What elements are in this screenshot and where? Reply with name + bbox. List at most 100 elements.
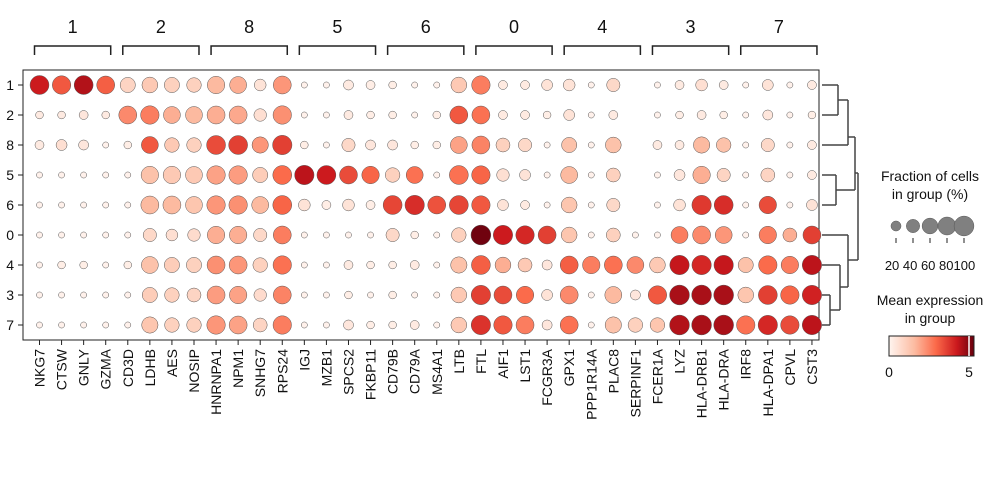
dot-8-CD3D (123, 140, 132, 150)
size-legend-title-1: Fraction of cells (881, 168, 979, 184)
dot-5-GZMA (102, 171, 110, 179)
dot-8-SPCS2 (341, 138, 356, 152)
dot-7-LDHB (141, 316, 159, 334)
dot-0-FTL (470, 224, 492, 246)
dot-6-PLAC8 (606, 198, 621, 212)
dot-0-HNRNPA1 (207, 226, 226, 244)
bracket-4 (563, 45, 642, 55)
dot-6-AIF1 (497, 199, 509, 211)
dot-3-SPCS2 (344, 290, 353, 300)
dot-5-HLA-DRA (716, 168, 731, 182)
dot-3-IGJ (301, 291, 308, 299)
dot-0-CST3 (802, 225, 822, 245)
dot-1-NOSIP (186, 77, 202, 93)
x-axis: NKG7 CTSW GNLY GZMA CD3D LDHB AES NOSIP HNRNPA1 N… (32, 340, 820, 420)
x-tick-label: LST1 (517, 349, 533, 383)
x-tick-label: RPS24 (274, 349, 290, 394)
x-tick-label: SERPINF1 (627, 349, 643, 418)
dot-2-LDHB (140, 105, 160, 125)
dot-3-SERPINF1 (630, 289, 641, 301)
dot-7-AIF1 (493, 315, 513, 335)
dot-0-SNHG7 (253, 228, 268, 242)
dot-6-CST3 (806, 199, 818, 211)
dot-4-GPX1 (559, 255, 579, 275)
dot-8-LTB (450, 136, 468, 154)
bracket-label-7: 7 (774, 17, 784, 37)
dot-5-MZB1 (316, 165, 337, 185)
dot-6-LYZ (673, 198, 686, 212)
dot-8-CTSW (55, 139, 68, 151)
dot-4-LTB (450, 256, 468, 274)
dot-3-CPVL (780, 285, 800, 305)
dot-6-FCER1A (654, 201, 661, 209)
x-tick-label: FCER1A (649, 348, 665, 404)
y-tick-label: 7 (6, 317, 14, 333)
dot-4-RPS24 (272, 255, 292, 275)
x-tick-label: NKG7 (32, 349, 48, 387)
dot-8-PLAC8 (605, 136, 622, 154)
dot-7-SPCS2 (343, 319, 354, 331)
dot-4-FTL (471, 255, 491, 275)
dot-6-CD3D (124, 201, 132, 209)
dot-5-LYZ (673, 169, 686, 181)
dot-8-PPP1R14A (587, 141, 595, 149)
dot-5-FCGR3A (543, 171, 551, 179)
dot-2-FKBP11 (366, 110, 375, 120)
size-legend-title-2: in group (%) (892, 186, 968, 202)
dot-6-FCGR3A (543, 201, 551, 209)
dot-6-PPP1R14A (587, 201, 595, 209)
dot-5-CPVL (786, 171, 794, 179)
dot-7-LST1 (515, 315, 535, 335)
x-tick-label: GNLY (76, 348, 92, 386)
color-legend-title-2: in group (905, 310, 956, 326)
x-tick-label: GPX1 (561, 349, 577, 387)
dot-4-AES (164, 257, 180, 273)
x-tick-label: CD79B (385, 349, 401, 394)
dot-6-IGJ (298, 198, 311, 212)
size-legend-ticks: 20 40 60 80100 (885, 258, 975, 273)
dot-2-HLA-DPA1 (762, 109, 774, 121)
dot-3-MS4A1 (433, 291, 441, 299)
dot-7-CD79A (409, 320, 420, 330)
dot-5-CD79A (405, 166, 424, 184)
dot-8-CST3 (807, 140, 817, 150)
dot-5-CD79B (385, 167, 401, 183)
dot-4-NKG7 (36, 261, 43, 269)
dot-3-GPX1 (559, 285, 579, 305)
dot-8-LDHB (141, 136, 159, 154)
dot-7-FCER1A (649, 317, 666, 333)
colorbar (888, 335, 975, 357)
dot-3-LYZ (669, 284, 690, 306)
dot-2-LYZ (675, 110, 684, 120)
x-tick-label: MZB1 (318, 349, 334, 387)
dot-8-GNLY (78, 139, 89, 151)
dot-2-FCER1A (654, 111, 661, 119)
dot-8-IRF8 (742, 141, 750, 149)
dot-2-LST1 (520, 110, 530, 120)
dot-0-NOSIP (187, 228, 201, 242)
dot-8-HLA-DRB1 (693, 136, 711, 154)
dot-8-HLA-DPA1 (760, 138, 775, 152)
dot-2-IGJ (301, 111, 308, 119)
dot-6-FTL (471, 195, 491, 215)
dot-6-FKBP11 (365, 200, 376, 210)
dot-5-CTSW (58, 171, 65, 179)
dot-4-HLA-DPA1 (758, 255, 778, 275)
dot-2-IRF8 (742, 111, 750, 119)
dot-2-HLA-DRA (719, 110, 728, 120)
dot-8-HNRNPA1 (206, 135, 226, 155)
bracket-7 (739, 45, 818, 55)
dot-5-NOSIP (185, 166, 203, 184)
dot-7-MZB1 (323, 321, 330, 329)
dot-8-FCGR3A (543, 141, 551, 149)
dot-8-FTL (471, 135, 491, 155)
y-tick-label: 4 (6, 257, 14, 273)
dot-4-HLA-DRB1 (691, 255, 712, 275)
dot-0-PLAC8 (606, 227, 621, 243)
bracket-label-0: 0 (509, 17, 519, 37)
dot-4-MS4A1 (433, 261, 441, 269)
dot-6-LTB (449, 195, 469, 215)
dot-7-CD79B (388, 320, 397, 330)
dot-1-AES (164, 77, 180, 93)
